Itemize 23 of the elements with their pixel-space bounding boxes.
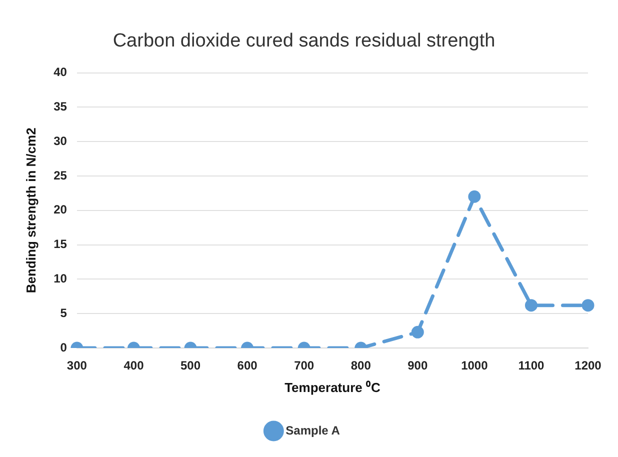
y-tick-label: 35 xyxy=(54,100,68,114)
x-tick-label: 600 xyxy=(237,358,258,373)
x-axis-title: Temperature ⁰C xyxy=(284,380,381,395)
y-tick-label: 0 xyxy=(60,340,68,354)
y-tick-label: 10 xyxy=(54,272,68,286)
x-tick-label: 1100 xyxy=(518,358,545,373)
x-tick-label: 800 xyxy=(350,358,372,373)
x-tick-label: 1000 xyxy=(461,358,488,373)
x-tick-label: 900 xyxy=(408,358,428,373)
y-axis-title: Bending strength in N/cm2 xyxy=(23,128,38,294)
y-tick-label: 40 xyxy=(54,65,68,80)
y-tick-label: 15 xyxy=(54,237,68,252)
x-tick-label: 400 xyxy=(124,358,144,373)
y-tick-label: 25 xyxy=(54,168,68,182)
y-tick-label: 5 xyxy=(60,306,68,320)
x-tick-label: 300 xyxy=(66,358,88,373)
legend-label: Sample A xyxy=(286,423,340,438)
x-tick-label: 700 xyxy=(294,358,314,373)
x-tick-label: 1200 xyxy=(574,358,602,373)
x-tick-label: 500 xyxy=(180,358,201,373)
y-tick-label: 30 xyxy=(54,134,68,148)
chart-title: Carbon dioxide cured sands residual strength xyxy=(112,30,496,52)
y-tick-label: 20 xyxy=(54,202,68,217)
